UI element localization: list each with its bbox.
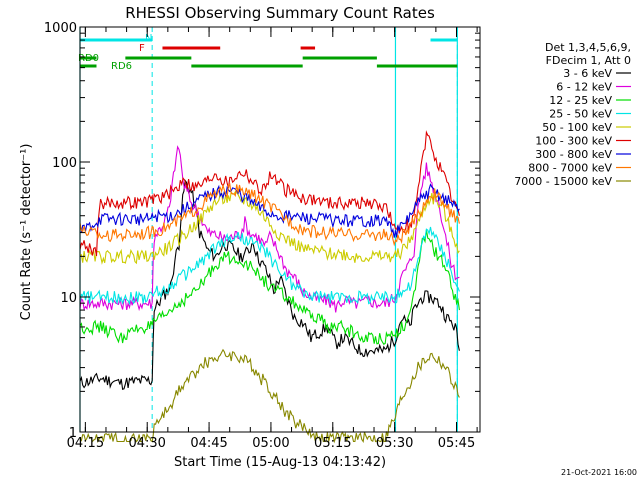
legend-label: 7000 - 15000 keV bbox=[514, 175, 612, 188]
flag-bars: NF RD0 RD6 bbox=[78, 33, 458, 72]
legend-label: 6 - 12 keV bbox=[556, 81, 612, 94]
x-tick-label: 04:45 bbox=[190, 436, 227, 451]
series-line bbox=[79, 348, 460, 444]
y-axis: 1 10 100 1000 bbox=[44, 21, 480, 441]
legend-label: 300 - 800 keV bbox=[535, 148, 612, 161]
legend-label: 50 - 100 keV bbox=[542, 121, 612, 134]
x-tick-label: 04:30 bbox=[128, 436, 165, 451]
legend-label: 800 - 7000 keV bbox=[528, 162, 612, 175]
y-tick-label: 100 bbox=[52, 156, 77, 171]
x-axis: 04:15 04:30 04:45 05:00 05:15 05:30 05:45 bbox=[67, 27, 478, 451]
y-tick-label: 1000 bbox=[44, 21, 77, 36]
series-line bbox=[79, 183, 460, 238]
footer-date: 21-Oct-2021 16:00 bbox=[561, 468, 637, 477]
flag-label: RD0 bbox=[78, 53, 99, 64]
y-tick-label: 1 bbox=[69, 426, 77, 441]
x-tick-label: 05:00 bbox=[252, 436, 289, 451]
flag-label: RD6 bbox=[111, 61, 132, 72]
legend-label: 100 - 300 keV bbox=[535, 135, 612, 148]
x-tick-label: 05:45 bbox=[438, 436, 475, 451]
x-tick-label: 05:15 bbox=[314, 436, 351, 451]
series-line bbox=[79, 229, 460, 345]
series-line bbox=[79, 183, 460, 247]
legend-header-line-1: Det 1,3,4,5,6,9, bbox=[545, 41, 631, 54]
series-line bbox=[79, 190, 460, 265]
series-line bbox=[79, 226, 460, 306]
x-axis-label: Start Time (15-Aug-13 04:13:42) bbox=[174, 455, 386, 470]
plot-frame bbox=[79, 26, 481, 433]
series-line bbox=[79, 130, 460, 257]
y-tick-label: 10 bbox=[60, 291, 77, 306]
series-lines bbox=[79, 130, 460, 444]
legend: Det 1,3,4,5,6,9, FDecim 1, Att 0 3 - 6 k… bbox=[514, 41, 631, 188]
legend-label: 3 - 6 keV bbox=[563, 67, 612, 80]
legend-label: 12 - 25 keV bbox=[549, 94, 612, 107]
x-tick-label: 05:30 bbox=[376, 436, 413, 451]
legend-header-line-2: FDecim 1, Att 0 bbox=[546, 54, 631, 67]
x-tick-label: 04:15 bbox=[67, 436, 104, 451]
flag-label: N bbox=[145, 33, 152, 44]
y-axis-label: Count Rate (s⁻¹ detector⁻¹) bbox=[19, 144, 34, 321]
flag-label: F bbox=[139, 43, 145, 54]
legend-label: 25 - 50 keV bbox=[549, 108, 612, 121]
chart-title: RHESSI Observing Summary Count Rates bbox=[125, 4, 435, 22]
series-line bbox=[79, 179, 460, 391]
